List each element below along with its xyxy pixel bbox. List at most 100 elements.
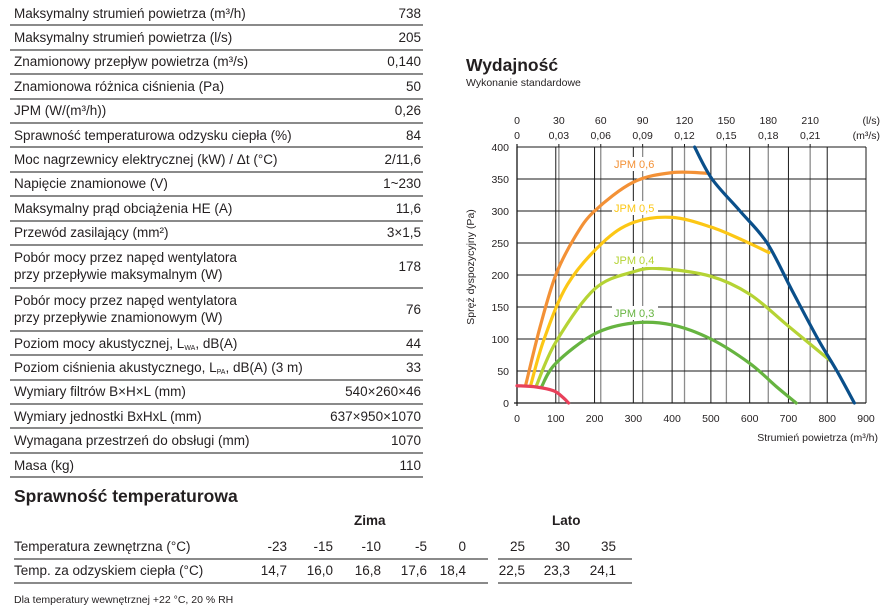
spec-value: 540×260×46 [320,379,423,406]
spec-value: 3×1,5 [320,220,423,246]
spec-row: Wymagana przestrzeń do obsługi (mm) 1070 [10,428,423,454]
spec-label-text: przy przepływie znamionowym (W) [14,310,223,326]
row1-cell: 30 [554,539,570,554]
row2-cell: 18,4 [439,563,466,578]
spec-value: 0,140 [320,49,423,76]
x-tick-label: 900 [857,413,875,425]
spec-row: Znamionowa różnica ciśnienia (Pa) 50 [10,74,423,100]
row1-cell: -23 [267,539,287,554]
series-label-bg [612,306,658,320]
spec-row: Pobór mocy przez napęd wentylatora przy p… [10,244,423,289]
chart-subtitle: Wykonanie standardowe [466,77,581,89]
spec-label: Znamionowa różnica ciśnienia (Pa) [10,74,321,100]
row-divider [14,558,488,560]
spec-row: Maksymalny strumień powietrza (m³/h) 738 [10,2,423,27]
spec-value: 738 [320,2,423,27]
top-tick-m3s: 0,12 [674,130,695,142]
spec-row: Poziom ciśnienia akustycznego, LPA, dB(A… [10,355,423,381]
spec-value: 84 [320,122,423,149]
row-divider [498,582,632,584]
spec-label: Napięcie znamionowe (V) [10,171,321,198]
top-tick-ls: 30 [553,115,565,127]
spec-row: JPM (W/(m³/h)) 0,26 [10,98,423,124]
curve-min-limit [515,384,571,405]
top-tick-ls: 60 [595,115,607,127]
row-divider [14,582,488,584]
y-tick-label: 0 [503,398,509,410]
spec-label-text: Napięcie znamionowe (V) [14,176,168,192]
spec-label-text: , dB(A) (3 m) [225,359,303,375]
spec-row: Napięcie znamionowe (V) 1~230 [10,171,423,198]
spec-value: 205 [320,25,423,51]
top-tick-ls: 180 [760,115,778,127]
row2-cell: 22,5 [498,563,525,578]
y-tick-label: 50 [497,366,509,378]
spec-label-text: Sprawność temperaturowa odzysku ciepła (… [14,127,292,143]
spec-value: 11,6 [320,196,423,222]
group-winter: Zima [354,513,386,528]
curve-max-limit [693,145,856,405]
spec-label: Znamionowy przepływ powietrza (m³/s) [10,49,321,76]
spec-value: 2/11,6 [320,147,423,173]
top-unit-ls: (l/s) [863,115,881,127]
spec-label-text: Maksymalny strumień powietrza (l/s) [14,30,233,46]
x-tick-label: 500 [702,413,720,425]
spec-value: 178 [320,244,423,289]
y-tick-label: 200 [491,270,509,282]
spec-value: 50 [320,74,423,100]
spec-row: Maksymalny strumień powietrza (l/s) 205 [10,25,423,51]
curve-jpm-0-5 [528,215,771,388]
x-tick-label: 300 [625,413,643,425]
spec-label: Moc nagrzewnicy elektrycznej (kW) / Δt (… [10,147,321,173]
spec-value: 110 [320,452,423,479]
row1-cell: 0 [458,539,466,554]
spec-label: Pobór mocy przez napęd wentylatora przy p… [10,287,321,332]
top-tick-m3s: 0,09 [632,130,653,142]
series-label: JPM 0,4 [614,255,654,267]
curve-jpm-0-4 [534,266,833,388]
x-tick-label: 0 [514,413,520,425]
spec-row: Wymiary filtrów B×H×L (mm) 540×260×46 [10,379,423,406]
spec-label: Pobór mocy przez napęd wentylatora przy p… [10,244,321,289]
row1-cell: 35 [600,539,616,554]
spec-label: JPM (W/(m³/h)) [10,98,321,124]
x-axis-label: Strumień powietrza (m³/h) [757,432,878,444]
spec-label-text: Masa (kg) [14,457,75,473]
curve-jpm-0-3 [539,320,798,405]
spec-label: Sprawność temperaturowa odzysku ciepła (… [10,122,321,149]
spec-row: Masa (kg) 110 [10,452,423,479]
series-label: JPM 0,3 [614,308,654,320]
spec-label: Wymiary jednostki BxHxL (mm) [10,404,321,430]
x-tick-label: 100 [547,413,565,425]
y-tick-label: 250 [491,238,509,250]
top-tick-m3s: 0 [514,130,520,142]
row1-label: Temperatura zewnętrzna (°C) [14,539,191,554]
y-tick-label: 400 [491,142,509,154]
spec-value: 1070 [320,428,423,454]
group-summer: Lato [552,513,581,528]
series-label-bg [612,157,658,171]
spec-label-text: Moc nagrzewnicy elektrycznej (kW) / Δt (… [14,152,278,168]
spec-label: Masa (kg) [10,452,321,479]
spec-label-text: Pobór mocy przez napęd wentylatora [14,293,237,309]
row2-cell: 16,0 [306,563,333,578]
spec-row: Moc nagrzewnicy elektrycznej (kW) / Δt (… [10,147,423,173]
spec-row: Pobór mocy przez napęd wentylatora przy p… [10,287,423,332]
spec-label-text: Wymiary jednostki BxHxL (mm) [14,408,202,424]
spec-label: Maksymalny strumień powietrza (m³/h) [10,2,321,27]
x-tick-label: 400 [663,413,681,425]
spec-label-text: Znamionowa różnica ciśnienia (Pa) [14,78,225,94]
specs-table: Maksymalny strumień powietrza (m³/h) 738 M… [10,2,423,479]
top-tick-m3s: 0,06 [591,130,612,142]
spec-label: Przewód zasilający (mm²) [10,220,321,246]
y-tick-label: 350 [491,174,509,186]
y-tick-label: 150 [491,302,509,314]
spec-label: Poziom mocy akustycznej, LWA, dB(A) [10,330,321,357]
spec-row: Znamionowy przepływ powietrza (m³/s) 0,14… [10,49,423,76]
row-divider [498,558,632,560]
spec-row: Maksymalny prąd obciążenia HE (A) 11,6 [10,196,423,222]
top-tick-ls: 210 [801,115,819,127]
row2-cell: 17,6 [400,563,427,578]
row1-cell: 25 [509,539,525,554]
x-tick-label: 700 [780,413,798,425]
